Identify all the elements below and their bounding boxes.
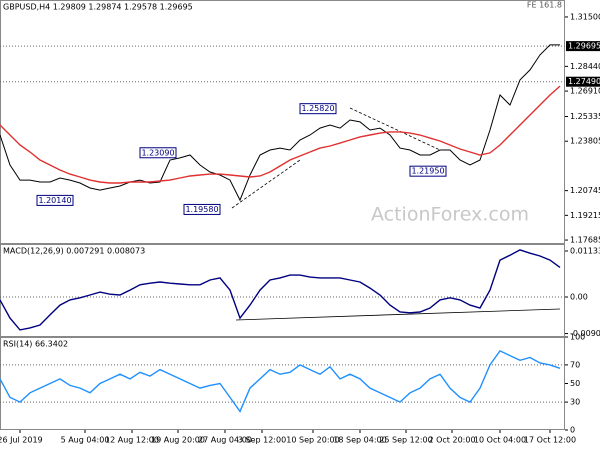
- series-line: [0, 44, 560, 202]
- level-label-box: [566, 76, 600, 87]
- y-tick-label: 1.25335: [570, 112, 600, 121]
- y-tick-label: 1.20745: [570, 186, 600, 195]
- trend-line: [349, 107, 441, 151]
- panel-frame: [0, 337, 565, 430]
- price-point-box: [409, 165, 447, 177]
- price-point-box: [139, 147, 177, 159]
- x-tick-label: 12 Aug 12:00: [105, 436, 159, 445]
- y-tick-label: -0.009006: [570, 329, 600, 338]
- panel-frame: [0, 244, 565, 337]
- series-line: [0, 350, 561, 413]
- y-tick-label: 1.23805: [570, 137, 600, 146]
- x-tick-label: 2 Oct 20:00: [428, 436, 475, 445]
- level-label: 1.27490: [568, 77, 600, 86]
- price-point-label: 1.19580: [185, 205, 218, 214]
- macd-trend-line: [235, 308, 561, 321]
- y-tick-label: 50: [570, 379, 580, 388]
- panel-title: GBPUSD,H4 1.29809 1.29874 1.29578 1.2969…: [3, 3, 193, 12]
- y-tick-label: 0.011332: [570, 247, 600, 256]
- y-tick-label: 1.31500: [570, 12, 600, 21]
- x-tick-label: 26 Jul 2019: [0, 436, 43, 445]
- x-tick-label: 3 Sep 12:00: [238, 436, 286, 445]
- y-tick-label: 1.19215: [570, 211, 600, 220]
- price-point-label: 1.23090: [141, 148, 174, 157]
- series-line: [0, 249, 561, 331]
- y-tick-label: 1.26910: [570, 87, 600, 96]
- y-tick-label: 1.17685: [570, 236, 600, 245]
- price-point-label: 1.21950: [411, 167, 444, 176]
- panel-title: MACD(12,26,9) 0.007291 0.008073: [3, 247, 145, 256]
- x-tick-label: 19 Aug 20:00: [151, 436, 205, 445]
- annotation: FE 161.8: [527, 1, 562, 10]
- y-tick-label: 70: [570, 360, 580, 369]
- trend-line: [231, 159, 301, 209]
- x-tick-label: 25 Sep 12:00: [379, 436, 432, 445]
- price-point-box: [183, 203, 221, 215]
- x-tick-label: 17 Oct 12:00: [524, 436, 576, 445]
- price-point-box: [36, 194, 74, 206]
- watermark: ActionForex.com: [371, 204, 529, 226]
- price-point-box: [299, 103, 337, 115]
- x-tick-label: 10 Sep 20:00: [286, 436, 339, 445]
- y-tick-label: 100: [570, 333, 585, 342]
- x-tick-label: 18 Sep 04:00: [333, 436, 386, 445]
- y-tick-label: 0: [570, 426, 575, 435]
- x-tick-label: 5 Aug 04:00: [61, 436, 110, 445]
- panel-frame: [0, 0, 565, 244]
- level-label-box: [566, 41, 600, 52]
- price-point-label: 1.25820: [301, 104, 334, 113]
- price-point-label: 1.20140: [38, 196, 71, 205]
- series-line: [0, 85, 561, 184]
- y-tick-label: 0.00: [570, 293, 588, 302]
- level-label: 1.29695: [568, 42, 600, 51]
- y-tick-label: 30: [570, 398, 580, 407]
- y-tick-label: 1.28440: [570, 62, 600, 71]
- panel-title: RSI(14) 66.3402: [3, 340, 68, 349]
- x-tick-label: 10 Oct 04:00: [474, 436, 526, 445]
- x-tick-label: 27 Aug 04:00: [198, 436, 252, 445]
